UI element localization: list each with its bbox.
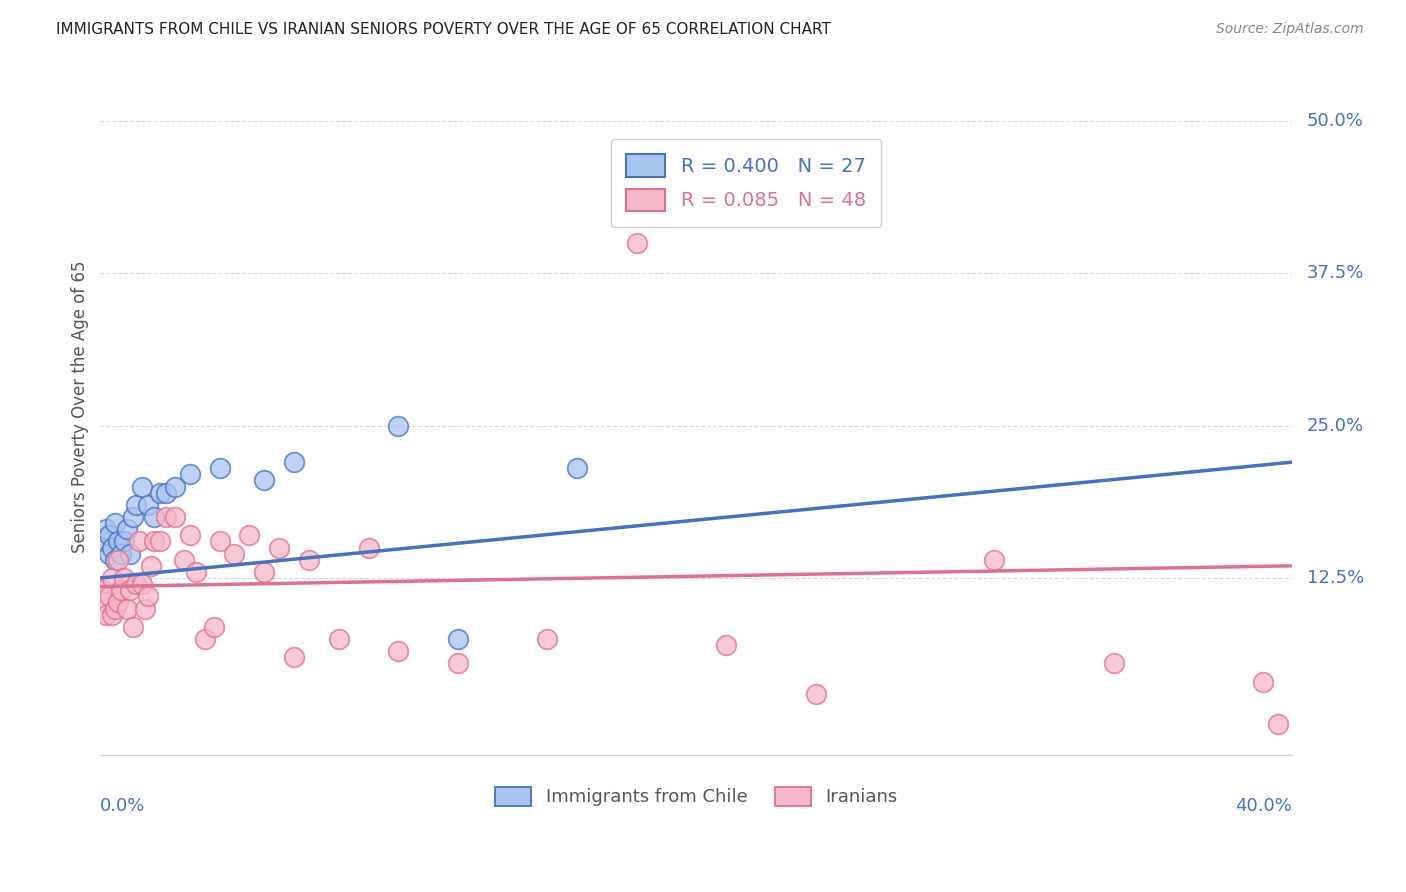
Point [253, 565, 276, 579]
Text: 12.5%: 12.5% [1306, 569, 1364, 587]
Point [112, 571, 135, 585]
Point [1267, 717, 1289, 731]
Point [98, 528, 121, 542]
Point [173, 552, 195, 566]
Point [110, 547, 132, 561]
Point [179, 467, 201, 482]
Text: 50.0%: 50.0% [1306, 112, 1364, 129]
Point [447, 657, 470, 671]
Text: 25.0%: 25.0% [1306, 417, 1364, 434]
Point [567, 461, 589, 475]
Point [122, 620, 145, 634]
Legend: Immigrants from Chile, Iranians: Immigrants from Chile, Iranians [486, 778, 907, 815]
Point [96, 607, 118, 622]
Point [131, 479, 153, 493]
Point [143, 510, 166, 524]
Point [110, 583, 132, 598]
Point [115, 522, 138, 536]
Point [96, 522, 118, 536]
Point [104, 552, 127, 566]
Text: IMMIGRANTS FROM CHILE VS IRANIAN SENIORS POVERTY OVER THE AGE OF 65 CORRELATION : IMMIGRANTS FROM CHILE VS IRANIAN SENIORS… [56, 22, 831, 37]
Point [125, 498, 148, 512]
Point [163, 510, 186, 524]
Text: 40.0%: 40.0% [1236, 797, 1292, 814]
Point [122, 510, 145, 524]
Point [101, 607, 124, 622]
Point [107, 534, 129, 549]
Point [163, 479, 186, 493]
Point [107, 552, 129, 566]
Point [202, 620, 225, 634]
Point [387, 644, 409, 658]
Point [269, 541, 291, 555]
Point [139, 558, 162, 573]
Point [91, 534, 114, 549]
Point [136, 498, 159, 512]
Point [194, 632, 217, 646]
Point [149, 534, 172, 549]
Point [107, 595, 129, 609]
Point [96, 595, 118, 609]
Point [101, 571, 124, 585]
Y-axis label: Seniors Poverty Over the Age of 65: Seniors Poverty Over the Age of 65 [72, 261, 89, 554]
Point [155, 485, 177, 500]
Point [208, 534, 231, 549]
Point [155, 510, 177, 524]
Point [143, 534, 166, 549]
Point [91, 583, 114, 598]
Point [136, 590, 159, 604]
Point [283, 455, 305, 469]
Text: 37.5%: 37.5% [1306, 264, 1364, 282]
Point [120, 583, 142, 598]
Point [149, 485, 172, 500]
Point [536, 632, 558, 646]
Point [125, 577, 148, 591]
Point [208, 461, 231, 475]
Point [983, 552, 1005, 566]
Point [357, 541, 380, 555]
Point [298, 552, 321, 566]
Point [1102, 657, 1125, 671]
Point [104, 601, 127, 615]
Point [253, 474, 276, 488]
Point [179, 528, 201, 542]
Point [184, 565, 207, 579]
Point [128, 534, 150, 549]
Point [328, 632, 350, 646]
Point [714, 638, 737, 652]
Text: 0.0%: 0.0% [100, 797, 146, 814]
Point [101, 541, 124, 555]
Point [1251, 674, 1274, 689]
Point [120, 547, 142, 561]
Point [98, 590, 121, 604]
Point [134, 601, 156, 615]
Point [115, 601, 138, 615]
Point [387, 418, 409, 433]
Point [238, 528, 260, 542]
Point [131, 577, 153, 591]
Point [804, 687, 827, 701]
Point [112, 534, 135, 549]
Point [104, 516, 127, 530]
Point [98, 547, 121, 561]
Point [626, 235, 648, 250]
Point [447, 632, 470, 646]
Point [283, 650, 305, 665]
Text: Source: ZipAtlas.com: Source: ZipAtlas.com [1216, 22, 1364, 37]
Point [224, 547, 246, 561]
